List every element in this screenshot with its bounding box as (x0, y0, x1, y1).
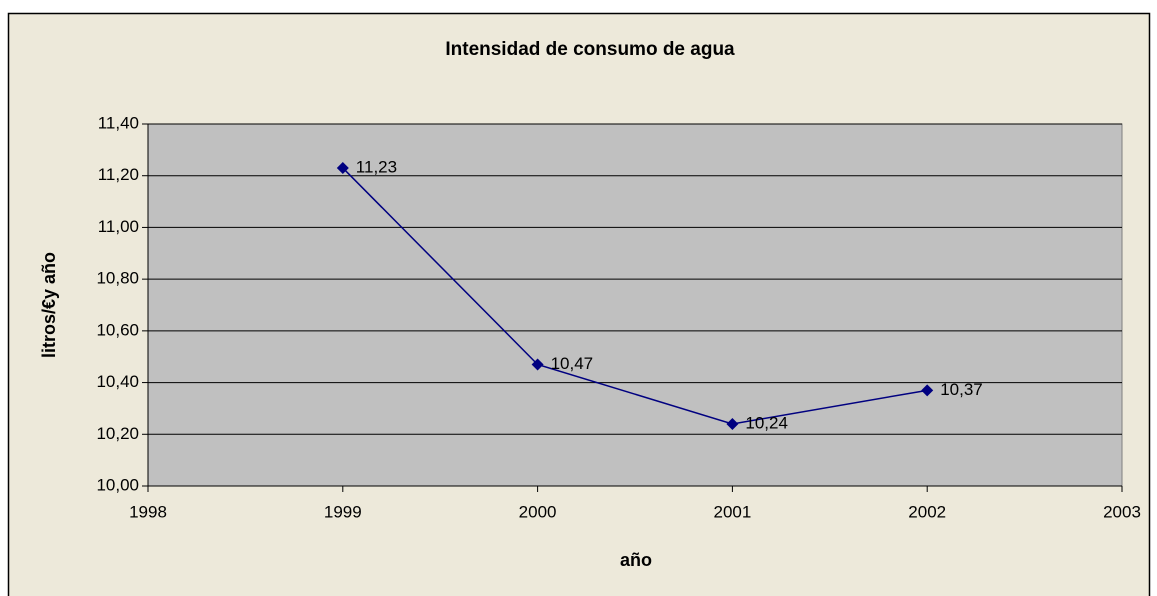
x-tick-label: 2003 (1103, 502, 1141, 521)
data-point (336, 161, 349, 174)
x-tick-label: 2002 (908, 502, 946, 521)
data-label: 10,47 (551, 354, 594, 373)
data-label: 11,23 (356, 157, 397, 176)
x-tick-label: 1998 (129, 502, 167, 521)
data-point (921, 384, 934, 397)
y-tick-label: 11,00 (98, 217, 139, 236)
y-tick-label: 10,80 (96, 269, 139, 288)
plot-area (147, 123, 1123, 487)
y-tick-label: 10,00 (96, 475, 139, 494)
y-tick-label: 11,20 (98, 165, 139, 184)
x-tick-label: 2000 (519, 502, 557, 521)
data-point (726, 417, 739, 430)
data-line (342, 167, 928, 425)
y-tick-label: 10,60 (96, 320, 139, 339)
data-label: 10,37 (940, 380, 983, 399)
y-tick-label: 10,40 (96, 372, 139, 391)
y-axis-label: litros/€y año (39, 252, 59, 358)
y-tick-label: 10,20 (96, 424, 139, 443)
x-tick-label: 2001 (713, 502, 751, 521)
y-tick-label: 11,40 (98, 113, 139, 132)
data-label: 10,24 (745, 413, 788, 432)
x-tick-label: 1999 (324, 502, 362, 521)
data-point (531, 358, 544, 371)
chart-title: Intensidad de consumo de agua (445, 39, 735, 60)
x-axis-label: año (620, 550, 652, 570)
